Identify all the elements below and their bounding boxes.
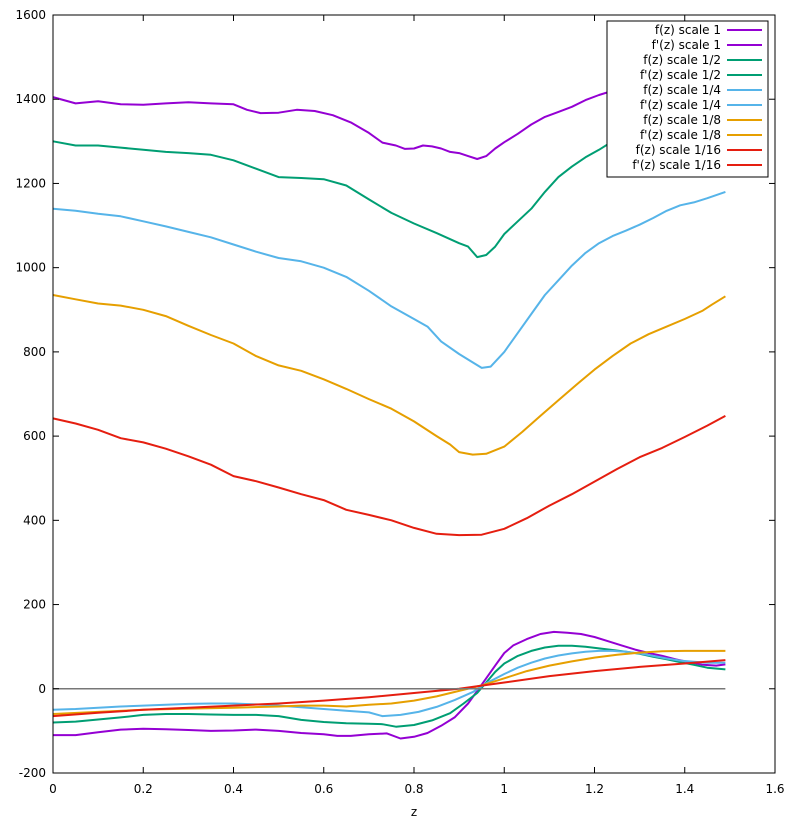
series-line-9	[52, 415, 726, 537]
legend-label: f'(z) scale 1/8	[640, 128, 721, 142]
legend-label: f'(z) scale 1/2	[640, 68, 721, 82]
y-tick-label: 1600	[15, 8, 46, 22]
series-line-3	[52, 140, 614, 259]
y-tick-label: 0	[38, 682, 46, 696]
legend-label: f(z) scale 1/16	[636, 143, 721, 157]
legend-label: f(z) scale 1/8	[643, 113, 721, 127]
x-axis-label: z	[411, 805, 417, 819]
x-tick-label: 0.2	[134, 782, 153, 796]
x-tick-label: 1.2	[585, 782, 604, 796]
axis-ticks: 0 0.2 0.4 0.6 0.8 1 1.2 1.4 1.6-2000200400600800…	[15, 8, 784, 796]
legend-label: f'(z) scale 1/4	[640, 98, 721, 112]
x-tick-label: 1.6	[765, 782, 784, 796]
plot-lines	[52, 89, 726, 740]
x-tick-label: 0.4	[224, 782, 243, 796]
series-line-4	[52, 644, 726, 728]
y-tick-label: 1000	[15, 261, 46, 275]
x-tick-label: 0	[49, 782, 57, 796]
x-tick-label: 0.6	[314, 782, 333, 796]
legend-label: f(z) scale 1	[655, 23, 721, 37]
legend-label: f(z) scale 1/2	[643, 53, 721, 67]
x-tick-label: 1.4	[675, 782, 694, 796]
y-tick-label: 600	[23, 429, 46, 443]
x-tick-label: 1	[500, 782, 508, 796]
legend-label: f(z) scale 1/4	[643, 83, 721, 97]
y-tick-label: 1400	[15, 92, 46, 106]
series-line-8	[52, 649, 726, 715]
series-line-10	[52, 659, 726, 718]
series-line-1	[52, 89, 613, 160]
legend: f(z) scale 1f'(z) scale 1f(z) scale 1/2f…	[606, 20, 769, 178]
legend-label: f'(z) scale 1	[652, 38, 721, 52]
y-tick-label: 200	[23, 598, 46, 612]
series-line-7	[52, 294, 726, 456]
series-line-6	[52, 649, 726, 718]
y-tick-label: 1200	[15, 176, 46, 190]
y-tick-label: -200	[19, 766, 46, 780]
y-tick-label: 400	[23, 513, 46, 527]
x-tick-label: 0.8	[404, 782, 423, 796]
series-line-5	[52, 190, 726, 369]
y-tick-label: 800	[23, 345, 46, 359]
series-line-2	[53, 630, 726, 740]
legend-label: f'(z) scale 1/16	[632, 158, 721, 172]
